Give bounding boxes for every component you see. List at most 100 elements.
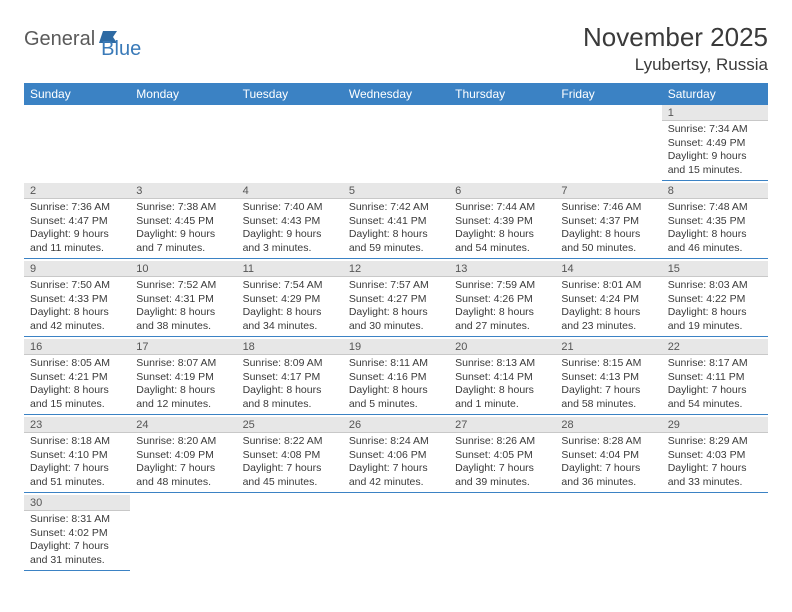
calendar-day-cell: 23Sunrise: 8:18 AMSunset: 4:10 PMDayligh… — [24, 417, 130, 495]
calendar-day-cell: 22Sunrise: 8:17 AMSunset: 4:11 PMDayligh… — [662, 339, 768, 417]
sunrise: Sunrise: 8:11 AM — [349, 357, 443, 371]
sunset: Sunset: 4:45 PM — [136, 215, 230, 229]
calendar-week-row: 2Sunrise: 7:36 AMSunset: 4:47 PMDaylight… — [24, 183, 768, 261]
daylight: Daylight: 7 hours and 58 minutes. — [561, 384, 655, 411]
sunrise: Sunrise: 7:40 AM — [243, 201, 337, 215]
sunset: Sunset: 4:33 PM — [30, 293, 124, 307]
weekday-header: Saturday — [662, 83, 768, 105]
sunrise: Sunrise: 7:46 AM — [561, 201, 655, 215]
day-number: 5 — [343, 183, 449, 199]
sunrise: Sunrise: 7:57 AM — [349, 279, 443, 293]
calendar-day-cell: 15Sunrise: 8:03 AMSunset: 4:22 PMDayligh… — [662, 261, 768, 339]
calendar-day-cell: 1Sunrise: 7:34 AMSunset: 4:49 PMDaylight… — [662, 105, 768, 183]
sunrise: Sunrise: 7:34 AM — [668, 123, 762, 137]
daylight: Daylight: 8 hours and 59 minutes. — [349, 228, 443, 255]
daylight: Daylight: 8 hours and 1 minute. — [455, 384, 549, 411]
daylight: Daylight: 9 hours and 3 minutes. — [243, 228, 337, 255]
daylight: Daylight: 7 hours and 36 minutes. — [561, 462, 655, 489]
day-number: 16 — [24, 339, 130, 355]
calendar-day-cell — [555, 495, 661, 573]
calendar-day-cell — [237, 105, 343, 183]
sunset: Sunset: 4:08 PM — [243, 449, 337, 463]
day-content: Sunrise: 8:09 AMSunset: 4:17 PMDaylight:… — [237, 355, 343, 415]
logo-text-blue: Blue — [101, 38, 141, 61]
daylight: Daylight: 9 hours and 15 minutes. — [668, 150, 762, 177]
calendar-day-cell — [662, 495, 768, 573]
daylight: Daylight: 7 hours and 31 minutes. — [30, 540, 124, 567]
day-content: Sunrise: 8:22 AMSunset: 4:08 PMDaylight:… — [237, 433, 343, 493]
calendar-day-cell: 19Sunrise: 8:11 AMSunset: 4:16 PMDayligh… — [343, 339, 449, 417]
sunset: Sunset: 4:27 PM — [349, 293, 443, 307]
sunset: Sunset: 4:21 PM — [30, 371, 124, 385]
calendar-day-cell: 7Sunrise: 7:46 AMSunset: 4:37 PMDaylight… — [555, 183, 661, 261]
calendar-week-row: 23Sunrise: 8:18 AMSunset: 4:10 PMDayligh… — [24, 417, 768, 495]
sunrise: Sunrise: 8:03 AM — [668, 279, 762, 293]
sunrise: Sunrise: 7:48 AM — [668, 201, 762, 215]
sunrise: Sunrise: 7:38 AM — [136, 201, 230, 215]
sunset: Sunset: 4:06 PM — [349, 449, 443, 463]
calendar-day-cell — [237, 495, 343, 573]
daylight: Daylight: 8 hours and 8 minutes. — [243, 384, 337, 411]
sunset: Sunset: 4:35 PM — [668, 215, 762, 229]
day-content: Sunrise: 8:28 AMSunset: 4:04 PMDaylight:… — [555, 433, 661, 493]
sunrise: Sunrise: 8:28 AM — [561, 435, 655, 449]
calendar-day-cell — [449, 495, 555, 573]
calendar-day-cell: 10Sunrise: 7:52 AMSunset: 4:31 PMDayligh… — [130, 261, 236, 339]
sunrise: Sunrise: 8:26 AM — [455, 435, 549, 449]
title-block: November 2025 Lyubertsy, Russia — [583, 22, 768, 75]
sunrise: Sunrise: 7:44 AM — [455, 201, 549, 215]
sunrise: Sunrise: 8:09 AM — [243, 357, 337, 371]
day-content: Sunrise: 7:38 AMSunset: 4:45 PMDaylight:… — [130, 199, 236, 259]
sunrise: Sunrise: 8:24 AM — [349, 435, 443, 449]
day-content: Sunrise: 8:03 AMSunset: 4:22 PMDaylight:… — [662, 277, 768, 337]
day-content: Sunrise: 8:01 AMSunset: 4:24 PMDaylight:… — [555, 277, 661, 337]
calendar-day-cell: 17Sunrise: 8:07 AMSunset: 4:19 PMDayligh… — [130, 339, 236, 417]
day-content: Sunrise: 7:59 AMSunset: 4:26 PMDaylight:… — [449, 277, 555, 337]
day-content: Sunrise: 8:26 AMSunset: 4:05 PMDaylight:… — [449, 433, 555, 493]
calendar-table: Sunday Monday Tuesday Wednesday Thursday… — [24, 83, 768, 573]
day-number: 7 — [555, 183, 661, 199]
sunset: Sunset: 4:14 PM — [455, 371, 549, 385]
sunrise: Sunrise: 8:29 AM — [668, 435, 762, 449]
sunset: Sunset: 4:47 PM — [30, 215, 124, 229]
calendar-day-cell: 6Sunrise: 7:44 AMSunset: 4:39 PMDaylight… — [449, 183, 555, 261]
daylight: Daylight: 9 hours and 7 minutes. — [136, 228, 230, 255]
day-number: 20 — [449, 339, 555, 355]
sunset: Sunset: 4:29 PM — [243, 293, 337, 307]
weekday-header: Thursday — [449, 83, 555, 105]
day-content: Sunrise: 8:05 AMSunset: 4:21 PMDaylight:… — [24, 355, 130, 415]
daylight: Daylight: 7 hours and 39 minutes. — [455, 462, 549, 489]
day-number: 8 — [662, 183, 768, 199]
calendar-day-cell: 29Sunrise: 8:29 AMSunset: 4:03 PMDayligh… — [662, 417, 768, 495]
day-content: Sunrise: 7:40 AMSunset: 4:43 PMDaylight:… — [237, 199, 343, 259]
calendar-day-cell — [24, 105, 130, 183]
day-content: Sunrise: 7:54 AMSunset: 4:29 PMDaylight:… — [237, 277, 343, 337]
logo-text-general: General — [24, 28, 95, 51]
daylight: Daylight: 8 hours and 42 minutes. — [30, 306, 124, 333]
calendar-day-cell: 16Sunrise: 8:05 AMSunset: 4:21 PMDayligh… — [24, 339, 130, 417]
day-content: Sunrise: 7:57 AMSunset: 4:27 PMDaylight:… — [343, 277, 449, 337]
weekday-header: Friday — [555, 83, 661, 105]
calendar-day-cell: 3Sunrise: 7:38 AMSunset: 4:45 PMDaylight… — [130, 183, 236, 261]
logo: General Blue — [24, 28, 161, 51]
weekday-header: Sunday — [24, 83, 130, 105]
day-number: 1 — [662, 105, 768, 121]
calendar-day-cell: 20Sunrise: 8:13 AMSunset: 4:14 PMDayligh… — [449, 339, 555, 417]
day-number: 28 — [555, 417, 661, 433]
daylight: Daylight: 8 hours and 30 minutes. — [349, 306, 443, 333]
sunrise: Sunrise: 7:52 AM — [136, 279, 230, 293]
calendar-day-cell — [343, 105, 449, 183]
day-number: 2 — [24, 183, 130, 199]
calendar-day-cell: 8Sunrise: 7:48 AMSunset: 4:35 PMDaylight… — [662, 183, 768, 261]
day-number: 9 — [24, 261, 130, 277]
calendar-day-cell — [343, 495, 449, 573]
day-content: Sunrise: 8:11 AMSunset: 4:16 PMDaylight:… — [343, 355, 449, 415]
calendar-day-cell: 27Sunrise: 8:26 AMSunset: 4:05 PMDayligh… — [449, 417, 555, 495]
calendar-day-cell: 12Sunrise: 7:57 AMSunset: 4:27 PMDayligh… — [343, 261, 449, 339]
day-number: 3 — [130, 183, 236, 199]
sunset: Sunset: 4:43 PM — [243, 215, 337, 229]
sunrise: Sunrise: 8:31 AM — [30, 513, 124, 527]
day-number: 4 — [237, 183, 343, 199]
sunrise: Sunrise: 8:22 AM — [243, 435, 337, 449]
daylight: Daylight: 7 hours and 48 minutes. — [136, 462, 230, 489]
